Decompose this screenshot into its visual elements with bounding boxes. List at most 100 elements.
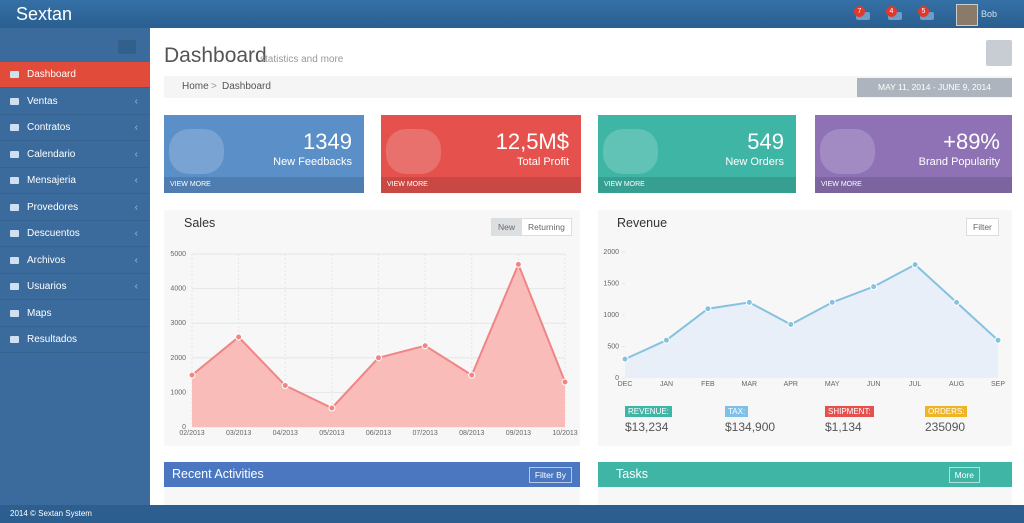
- x-tick-label: JUL: [909, 381, 922, 388]
- user-name[interactable]: Bob: [981, 9, 998, 19]
- point: [375, 354, 382, 362]
- menu-item[interactable]: Contratos ‹: [0, 115, 150, 141]
- breadcrumb-sep: >: [211, 81, 217, 92]
- notif-icon[interactable]: [856, 12, 870, 20]
- menu-item[interactable]: Provedores ‹: [0, 195, 150, 221]
- brand[interactable]: Sextan: [16, 4, 73, 24]
- view-more[interactable]: VIEW MORE: [381, 177, 581, 193]
- summary-label: REVENUE:: [625, 406, 672, 417]
- chevron: ‹: [134, 254, 138, 266]
- page-subtitle: statistics and more: [260, 54, 344, 65]
- badge: 4: [886, 6, 897, 17]
- y-tick-label: 2000: [603, 249, 619, 256]
- panel-title: Revenue: [617, 216, 668, 230]
- point: [704, 305, 712, 313]
- x-tick-label: JAN: [660, 381, 673, 388]
- point: [421, 342, 429, 350]
- x-tick-label: APR: [784, 381, 798, 388]
- menu-item[interactable]: Descuentos ‹: [0, 221, 150, 247]
- menu-item[interactable]: Ventas ‹: [0, 89, 150, 115]
- header: [0, 0, 1024, 28]
- more-button[interactable]: More: [948, 467, 980, 483]
- sidebar-toggle[interactable]: [118, 40, 136, 54]
- view-more[interactable]: VIEW MORE: [815, 177, 1012, 193]
- tile-graphic: [603, 129, 658, 174]
- point: [994, 336, 1002, 344]
- chevron: ‹: [134, 95, 138, 107]
- breadcrumb-link[interactable]: Home: [182, 81, 209, 92]
- line: [624, 263, 999, 361]
- menu-icon: [10, 97, 19, 105]
- y-tick-label: 500: [607, 344, 619, 351]
- x-tick-label: SEP: [991, 381, 1005, 388]
- y-tick-label: 1500: [603, 281, 619, 288]
- view-more[interactable]: VIEW MORE: [598, 177, 796, 193]
- x-tick-label: 06/2013: [366, 430, 391, 437]
- chevron: ‹: [134, 122, 138, 133]
- tile-graphic: [169, 129, 224, 174]
- y-tick-label: 4000: [170, 286, 186, 293]
- page-title: Dashboard: [164, 44, 267, 67]
- menu-label: Calendario: [27, 148, 76, 160]
- menu-icon: [10, 283, 19, 290]
- menu-icon: [10, 336, 19, 343]
- point: [328, 404, 336, 412]
- chevron: ‹: [134, 201, 138, 213]
- menu-label: Contratos: [27, 122, 71, 133]
- menu-label: Ventas: [27, 95, 58, 107]
- menu-item[interactable]: Dashboard: [0, 62, 150, 88]
- y-tick-label: 0: [615, 375, 619, 382]
- breadcrumb: [164, 76, 1012, 98]
- y-tick-label: 5000: [170, 251, 186, 258]
- x-tick-label: MAR: [742, 381, 758, 388]
- filter-button[interactable]: Filter: [966, 218, 999, 236]
- point: [953, 298, 961, 306]
- menu-item[interactable]: Maps: [0, 301, 150, 327]
- x-tick-label: 04/2013: [273, 430, 298, 437]
- toggle-button[interactable]: Returning: [521, 218, 572, 236]
- stat-tile: 12,5M$ Total Profit VIEW MORE: [381, 115, 581, 193]
- toggle-button[interactable]: New: [491, 218, 523, 236]
- tasks-body: [598, 487, 1012, 505]
- settings-button[interactable]: [986, 40, 1012, 66]
- task-icon[interactable]: [920, 12, 934, 20]
- badge: 5: [918, 6, 929, 17]
- avatar[interactable]: [956, 4, 978, 26]
- badge: 7: [854, 6, 865, 17]
- menu-icon: [10, 71, 19, 78]
- menu-item[interactable]: Archivos ‹: [0, 248, 150, 274]
- point: [621, 355, 629, 363]
- stat-tile: 1349 New Feedbacks VIEW MORE: [164, 115, 364, 193]
- menu-icon: [10, 309, 19, 317]
- menu-icon: [10, 150, 19, 158]
- x-tick-label: 03/2013: [226, 430, 251, 437]
- point: [561, 378, 569, 386]
- panel-title: Recent Activities: [172, 467, 264, 481]
- view-more[interactable]: VIEW MORE: [164, 177, 364, 193]
- filter-button[interactable]: Filter By: [528, 467, 572, 483]
- summary-value: $13,234: [625, 420, 669, 434]
- y-tick-label: 1000: [603, 312, 619, 319]
- stat-tile: +89% Brand Popularity VIEW MORE: [815, 115, 1012, 193]
- point: [787, 320, 795, 328]
- point: [235, 333, 243, 341]
- menu-item[interactable]: Calendario ‹: [0, 142, 150, 168]
- menu-item[interactable]: Resultados: [0, 327, 150, 353]
- summary-label: SHIPMENT:: [825, 406, 874, 417]
- tile-graphic: [386, 129, 441, 174]
- area: [625, 264, 998, 378]
- menu-label: Maps: [27, 307, 52, 319]
- menu-label: Resultados: [27, 334, 78, 345]
- stat-label: New Feedbacks: [273, 156, 352, 168]
- menu-item[interactable]: Usuarios ‹: [0, 274, 150, 300]
- menu-item[interactable]: Mensajeria ‹: [0, 168, 150, 194]
- x-tick-label: 05/2013: [319, 430, 344, 437]
- date-range[interactable]: MAY 11, 2014 - JUNE 9, 2014: [857, 78, 1012, 97]
- y-tick-label: 3000: [170, 320, 186, 327]
- mail-icon[interactable]: [888, 12, 902, 20]
- point: [828, 298, 836, 306]
- point: [468, 371, 476, 379]
- menu-label: Usuarios: [27, 281, 67, 292]
- point: [281, 381, 289, 389]
- menu-icon: [10, 230, 19, 237]
